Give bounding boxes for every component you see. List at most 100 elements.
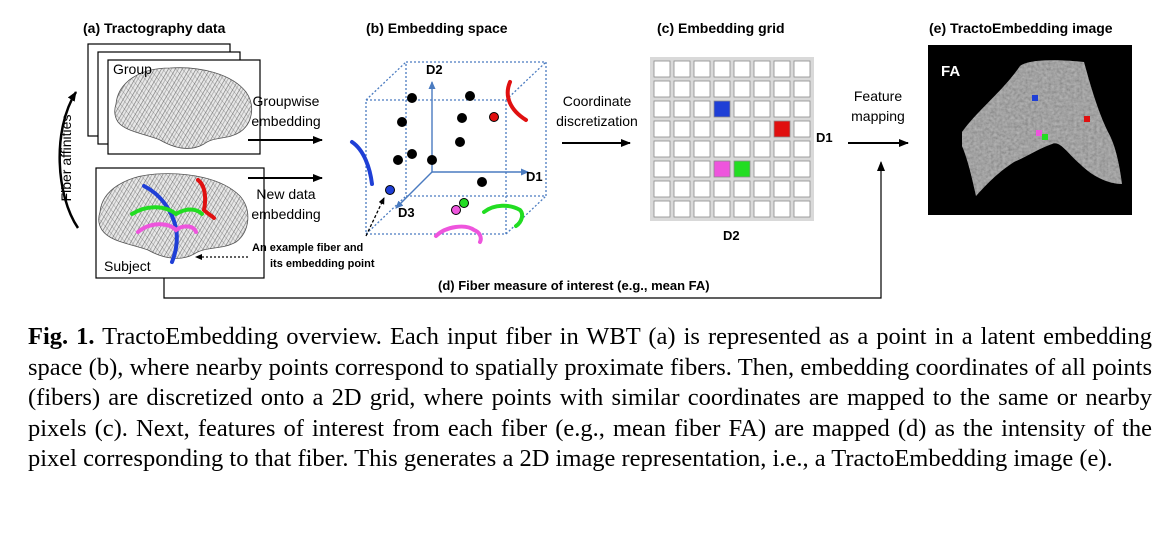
newdata-label-1: New data	[256, 186, 316, 202]
feature-label-1: Feature	[853, 88, 903, 104]
coordinate-label-1: Coordinate	[562, 93, 632, 109]
grid-cell	[713, 200, 731, 218]
grid-cell	[753, 180, 771, 198]
grid-cell	[733, 100, 751, 118]
subject-label: Subject	[104, 258, 151, 274]
embedding-point-magenta	[451, 205, 461, 215]
grid-cell	[753, 60, 771, 78]
grid-cell	[793, 100, 811, 118]
grid-cell	[653, 120, 671, 138]
fa-pixel-green	[1042, 134, 1048, 140]
feature-label-2: mapping	[851, 108, 905, 124]
grid-cell	[753, 200, 771, 218]
group-brain-image	[114, 67, 253, 149]
example-note-2: its embedding point	[270, 258, 375, 270]
grid-cell	[793, 60, 811, 78]
example-note-1: An example fiber and	[252, 242, 364, 254]
grid-cell	[773, 80, 791, 98]
grid-cell	[773, 60, 791, 78]
grid-cell	[673, 180, 691, 198]
grid-cell	[793, 180, 811, 198]
grid-cell	[773, 140, 791, 158]
figure-graphics	[58, 43, 1132, 299]
axis-d1-label: D1	[526, 169, 543, 184]
grid-cell	[693, 140, 711, 158]
grid-cell	[753, 120, 771, 138]
panel-b-title: (b) Embedding space	[366, 20, 508, 36]
embedding-point-blue	[385, 185, 395, 195]
grid-cell	[673, 140, 691, 158]
grid-cell	[733, 200, 751, 218]
axis-d3-line	[395, 171, 433, 209]
subject-fiber-magenta	[136, 222, 198, 234]
grid-d2-label: D2	[723, 228, 740, 243]
cube-fiber-green	[482, 203, 525, 228]
grid-cell	[733, 80, 751, 98]
embedding-point-green	[459, 198, 469, 208]
grid-cell	[733, 120, 751, 138]
grid-cell-highlighted	[713, 100, 731, 118]
grid-cell	[673, 100, 691, 118]
grid-cell	[653, 60, 671, 78]
grid-cell	[653, 160, 671, 178]
groupwise-label-1: Groupwise	[252, 93, 320, 109]
grid-cell	[773, 200, 791, 218]
cube-fiber-red	[505, 80, 528, 122]
cube-fiber-magenta	[434, 224, 483, 244]
fiber-affinities-label: Fiber affinities	[58, 114, 74, 202]
fa-pixel-blue	[1032, 95, 1038, 101]
grid-cell	[673, 120, 691, 138]
grid-cell	[673, 160, 691, 178]
fiber-measure-arrow	[163, 161, 885, 299]
grid-cell	[793, 140, 811, 158]
grid-cell	[673, 200, 691, 218]
grid-cell	[693, 100, 711, 118]
grid-cell	[673, 80, 691, 98]
figure-1: (a) Tractography data (b) Embedding spac…	[58, 20, 1132, 299]
grid-cell	[733, 180, 751, 198]
groupwise-label-2: embedding	[251, 113, 321, 129]
panel-a-title: (a) Tractography data	[83, 20, 226, 36]
grid-cell-highlighted	[773, 120, 791, 138]
grid-cell	[673, 60, 691, 78]
caption-text: TractoEmbedding overview. Each input fib…	[28, 323, 1152, 472]
grid-cell	[653, 140, 671, 158]
coordinate-label-2: discretization	[556, 113, 638, 129]
grid-cell	[713, 140, 731, 158]
grid-cell-highlighted	[733, 160, 751, 178]
grid-cell	[773, 100, 791, 118]
subject-fiber-green	[130, 205, 204, 217]
grid-cell	[693, 120, 711, 138]
grid-cell	[653, 80, 671, 98]
subject-fiber-red	[196, 178, 216, 220]
axis-d3-label: D3	[398, 205, 415, 220]
grid-d1-label: D1	[816, 130, 833, 145]
grid-cell	[733, 60, 751, 78]
grid-cell	[653, 100, 671, 118]
grid-cell-highlighted	[713, 160, 731, 178]
grid-cell	[773, 180, 791, 198]
grid-cell	[693, 200, 711, 218]
caption-label: Fig. 1.	[28, 323, 95, 350]
grid-cell	[793, 200, 811, 218]
group-label: Group	[113, 61, 152, 77]
grid-cell	[653, 180, 671, 198]
axis-d2-label: D2	[426, 62, 443, 77]
grid-cell	[713, 180, 731, 198]
fiber-affinities-arrow	[58, 91, 80, 229]
grid-cell	[733, 140, 751, 158]
fiber-measure-label: (d) Fiber measure of interest (e.g., mea…	[438, 278, 710, 293]
grid-cell	[693, 180, 711, 198]
grid-cell	[753, 80, 771, 98]
embedding-point-red	[489, 112, 499, 122]
fa-pixel-red	[1084, 116, 1090, 122]
grid-cell	[793, 80, 811, 98]
grid-cell	[693, 80, 711, 98]
grid-cell	[773, 160, 791, 178]
grid-cell	[753, 100, 771, 118]
grid-cell	[713, 120, 731, 138]
grid-cell	[793, 160, 811, 178]
figure-caption: Fig. 1. TractoEmbedding overview. Each i…	[28, 322, 1152, 475]
grid-cell	[713, 60, 731, 78]
grid-cell	[793, 120, 811, 138]
